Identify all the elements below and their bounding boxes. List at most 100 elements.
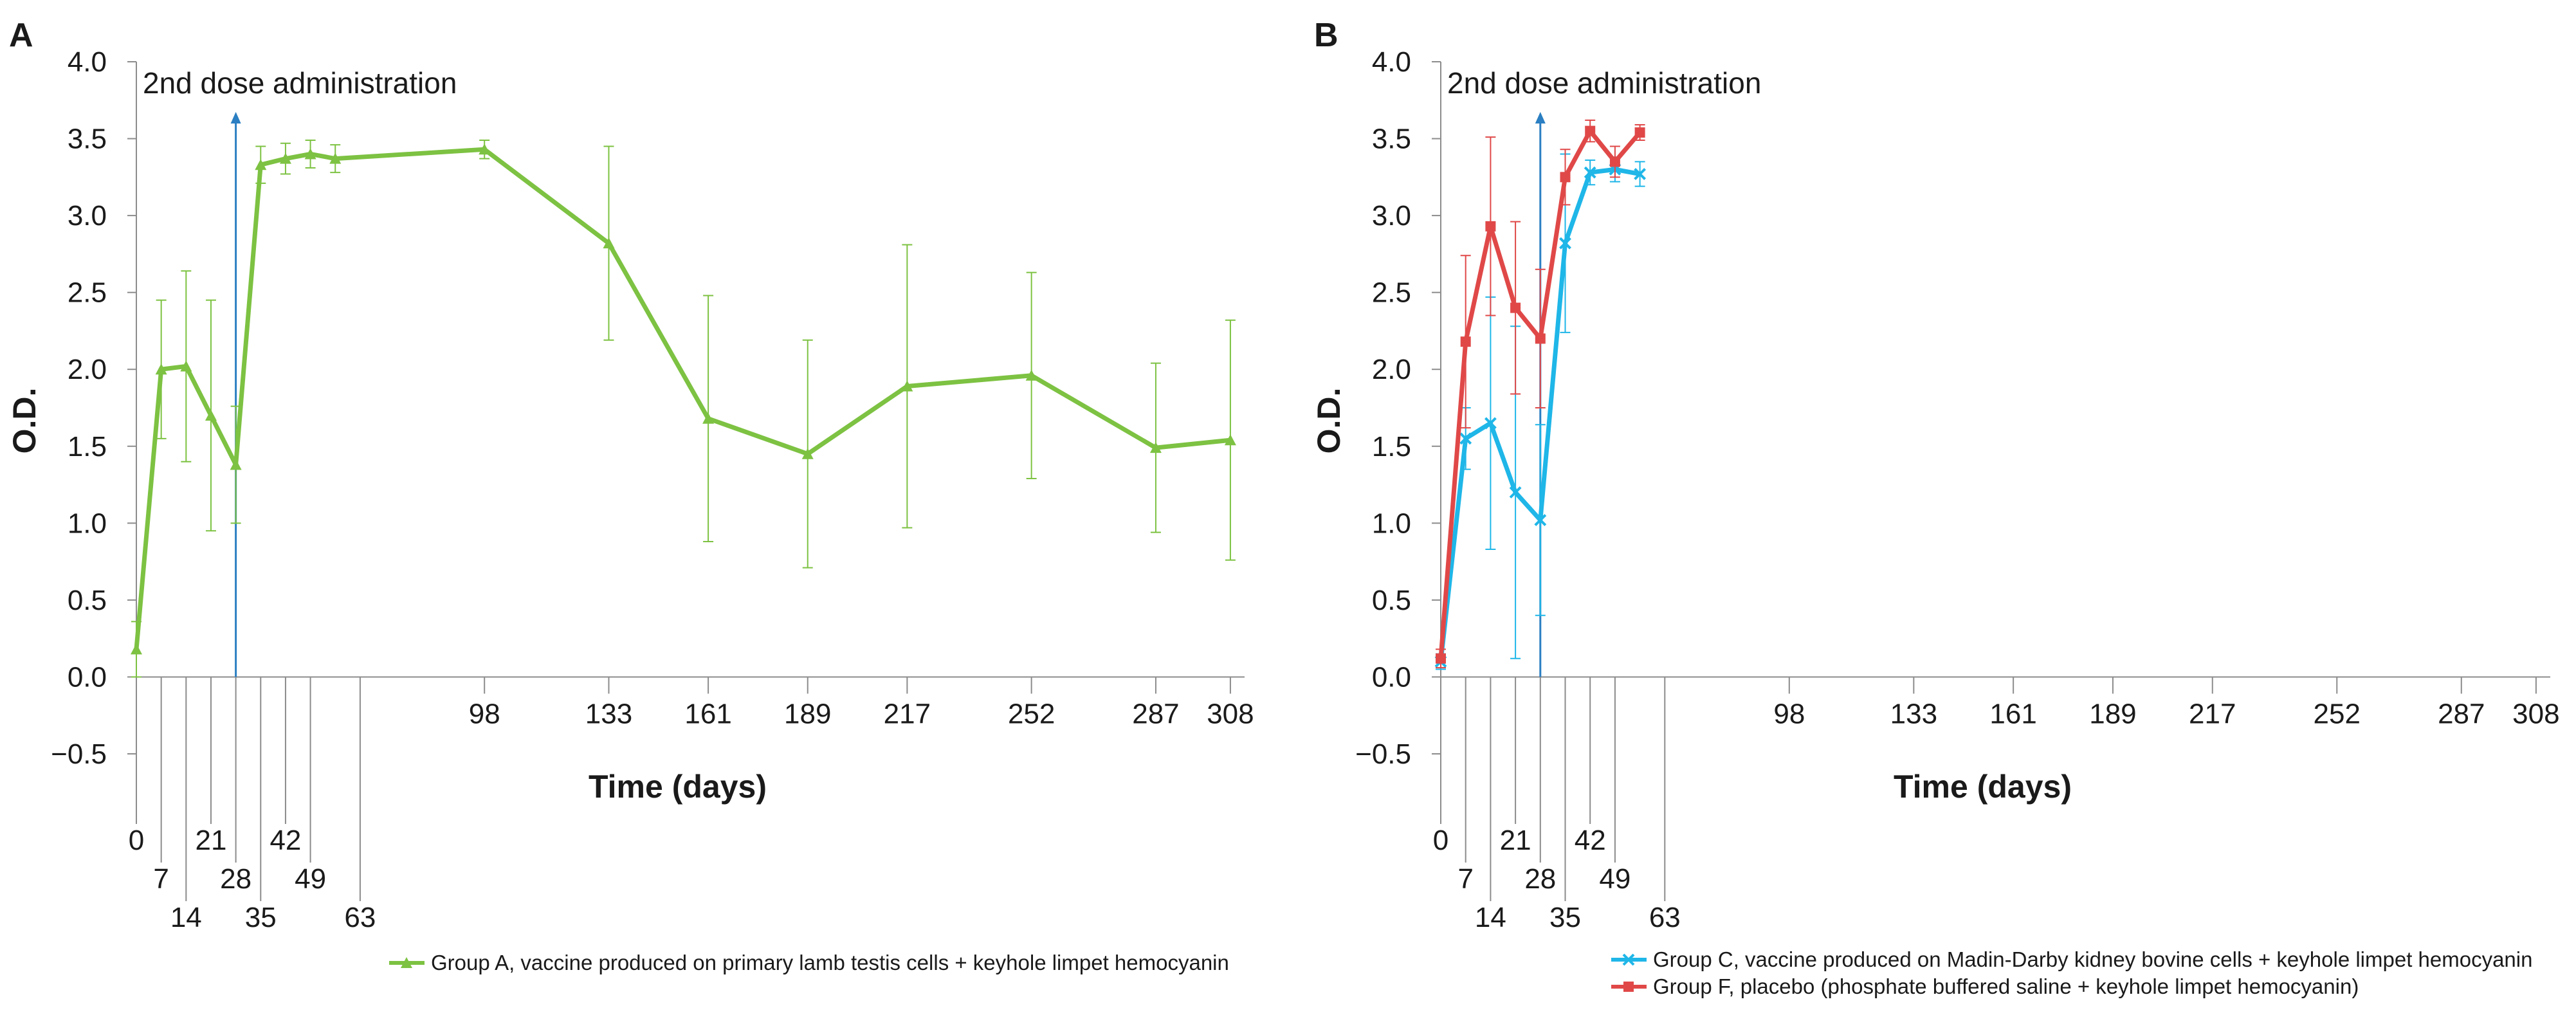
y-tick-label: 2.5 <box>68 277 107 309</box>
data-point <box>1584 166 1596 179</box>
data-point <box>901 380 913 392</box>
data-point <box>1459 432 1472 445</box>
data-point <box>1485 221 1496 232</box>
x-tick-label: 252 <box>2314 698 2361 729</box>
y-tick-label: 2.0 <box>1372 354 1411 385</box>
data-point <box>1224 434 1236 446</box>
x-tick-label: 7 <box>1457 863 1473 895</box>
y-tick-label: 0.5 <box>1372 585 1411 616</box>
x-tick-label: 217 <box>2189 698 2236 729</box>
data-point <box>479 143 491 155</box>
y-tick-label: 1.0 <box>68 507 107 539</box>
x-tick-label: 28 <box>220 863 251 895</box>
y-tick-label: −0.5 <box>51 738 107 770</box>
data-point <box>329 152 342 164</box>
data-point <box>1535 333 1546 344</box>
x-tick-label: 28 <box>1524 863 1556 895</box>
y-tick-label: 3.0 <box>68 200 107 232</box>
x-tick-label: 63 <box>344 902 376 933</box>
x-tick-label: 7 <box>153 863 169 895</box>
panel-a: A −0.5 0.0 0.5 1.0 1.5 2.0 2.5 3.0 3.5 4.0 O.D. 98 13… <box>6 17 1254 974</box>
data-point <box>155 363 167 375</box>
y-tick-label: 4.0 <box>68 46 107 78</box>
y-tick-label: 3.0 <box>1372 200 1411 232</box>
y-axis-title: O.D. <box>6 388 42 454</box>
data-point <box>255 159 267 170</box>
data-point <box>1460 336 1471 347</box>
y-tick-label: 2.5 <box>1372 277 1411 309</box>
y-tick-label: 2.0 <box>68 354 107 385</box>
legend-item: Group A, vaccine produced on primary lam… <box>389 951 1229 974</box>
x-tick-label: 42 <box>269 825 301 856</box>
x-tick-label: 189 <box>784 698 831 729</box>
x-tick-label: 98 <box>1773 698 1805 729</box>
y-tick-label: 1.5 <box>68 431 107 462</box>
x-tick-label: 98 <box>469 698 500 729</box>
x-tick-label: 308 <box>2512 698 2559 729</box>
legend-item: Group C, vaccine produced on Madin-Darby… <box>1611 947 2532 971</box>
y-tick-label: 1.0 <box>1372 507 1411 539</box>
data-point <box>1149 442 1162 453</box>
data-point <box>702 412 715 424</box>
data-point <box>1510 302 1521 313</box>
data-point <box>1609 156 1620 167</box>
x-tick-label: 63 <box>1649 902 1681 933</box>
y-tick-label: 3.5 <box>1372 123 1411 155</box>
data-point <box>131 643 142 655</box>
x-tick-label: 0 <box>1433 825 1448 856</box>
data-point <box>279 152 291 164</box>
data-point <box>801 448 814 459</box>
y-tick-label: 3.5 <box>68 123 107 155</box>
x-tick-label: 49 <box>1599 863 1631 895</box>
y-tick-label: 4.0 <box>1372 46 1411 78</box>
x-tick-label: 21 <box>1500 825 1531 856</box>
x-tick-label: 14 <box>1475 902 1506 933</box>
x-tick-label: 133 <box>1890 698 1937 729</box>
x-tick-label: 287 <box>2438 698 2485 729</box>
x-tick-label: 35 <box>245 902 277 933</box>
legend-label: Group A, vaccine produced on primary lam… <box>431 951 1229 974</box>
x-tick-label: 14 <box>170 902 202 933</box>
panel-b: B −0.5 0.0 0.5 1.0 1.5 2.0 2.5 3.0 3.5 4.0 O.D. 98 13… <box>1311 17 2560 998</box>
x-tick-label: 252 <box>1008 698 1055 729</box>
x-tick-label: 35 <box>1549 902 1581 933</box>
legend-label: Group C, vaccine produced on Madin-Darby… <box>1653 947 2532 971</box>
data-point <box>1634 127 1645 138</box>
panel-letter: B <box>1314 17 1338 54</box>
x-tick-label: 21 <box>195 825 226 856</box>
data-point <box>1509 486 1522 498</box>
data-point <box>1436 653 1446 664</box>
data-point <box>1560 172 1571 183</box>
x-axis-title: Time (days) <box>1894 769 2072 805</box>
x-tick-label: 49 <box>295 863 326 895</box>
x-tick-label: 133 <box>585 698 632 729</box>
y-axis-title: O.D. <box>1311 388 1347 454</box>
y-tick-label: 0.5 <box>68 585 107 616</box>
legend-marker <box>401 957 412 968</box>
dose-annotation-label: 2nd dose administration <box>1447 66 1761 100</box>
dose-arrow-head <box>230 112 241 123</box>
data-point <box>205 409 217 421</box>
x-tick-label: 161 <box>684 698 731 729</box>
y-tick-label: 0.0 <box>1372 661 1411 693</box>
data-point <box>1484 417 1497 430</box>
data-point <box>180 360 192 372</box>
x-tick-label: 308 <box>1207 698 1254 729</box>
x-tick-label: 217 <box>884 698 931 729</box>
x-tick-label: 42 <box>1575 825 1606 856</box>
data-point <box>1585 125 1596 136</box>
data-point <box>1534 514 1547 526</box>
y-tick-label: −0.5 <box>1355 738 1411 770</box>
series-line <box>134 147 1231 650</box>
data-point <box>1634 168 1647 180</box>
data-point <box>1559 237 1571 250</box>
series-0 <box>131 139 1236 678</box>
series-0 <box>1434 153 1647 670</box>
legend-marker <box>1622 953 1635 966</box>
legend-marker <box>1623 982 1634 992</box>
legend-label: Group F, placebo (phosphate buffered sal… <box>1653 974 2359 998</box>
x-axis-title: Time (days) <box>589 769 767 805</box>
x-tick-label: 161 <box>1989 698 2036 729</box>
data-point <box>603 237 615 249</box>
